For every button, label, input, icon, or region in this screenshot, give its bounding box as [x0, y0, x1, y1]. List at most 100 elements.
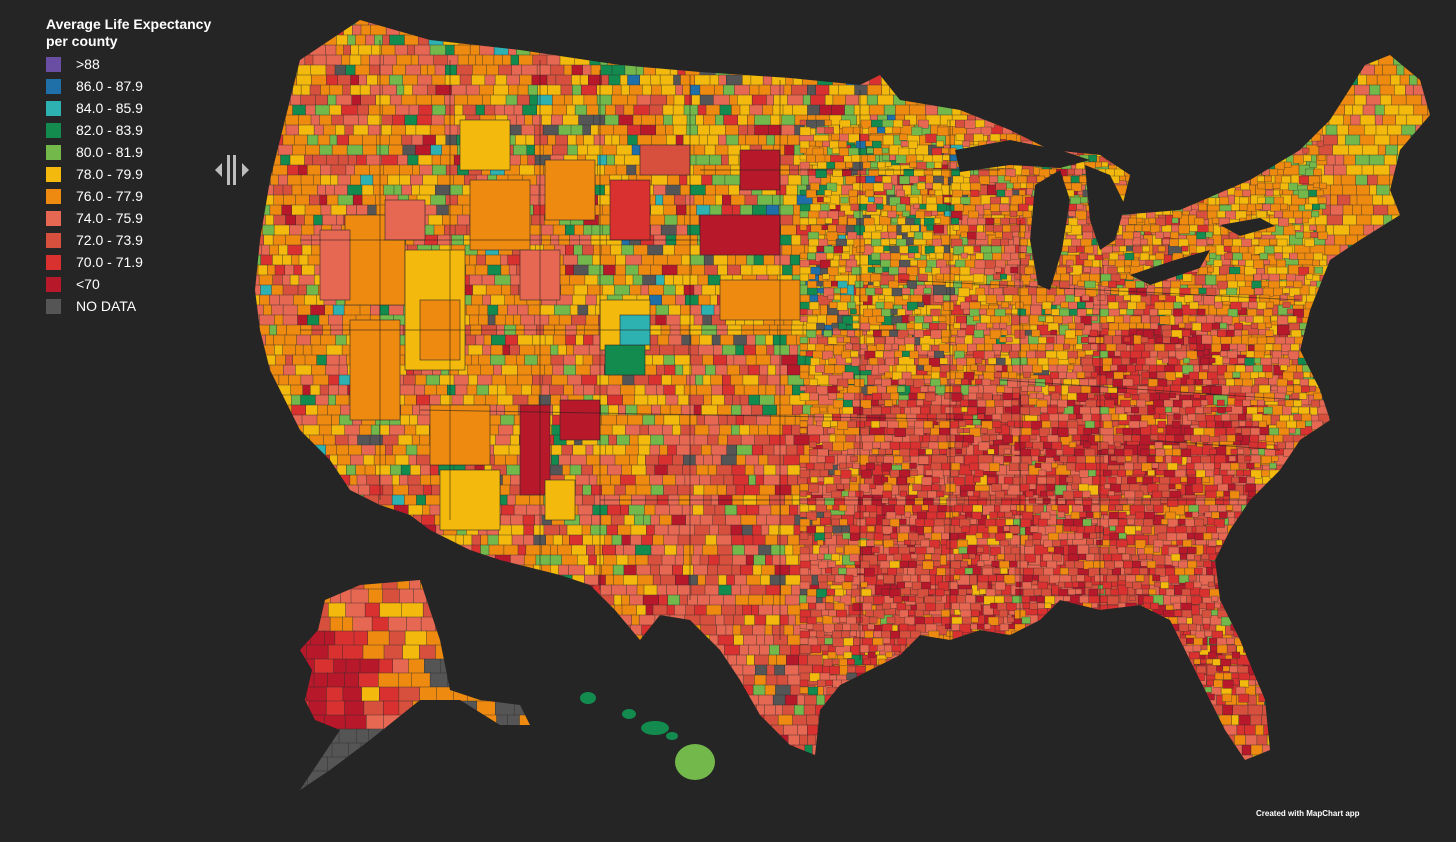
county-region [261, 494, 278, 506]
county-region [571, 74, 581, 86]
county-region [1346, 404, 1359, 416]
county-region [697, 274, 709, 286]
county-region [1424, 74, 1430, 86]
county-region [654, 464, 668, 476]
county-region [704, 34, 718, 46]
county-region [1132, 24, 1148, 36]
county-region [1352, 54, 1362, 66]
county-region [261, 384, 276, 396]
county-region [616, 144, 633, 156]
county-region [1373, 224, 1390, 236]
county-region [1429, 304, 1430, 316]
county-region [465, 84, 480, 96]
county-region [583, 134, 595, 146]
county-region [1026, 474, 1037, 486]
county-region [599, 54, 609, 66]
county-region [1357, 404, 1370, 416]
county-region [1112, 334, 1123, 346]
county-region [1432, 195, 1448, 205]
county-region [532, 374, 543, 386]
county-region [716, 484, 727, 496]
county-region [435, 184, 451, 196]
county-region [1333, 164, 1347, 176]
county-region [1426, 384, 1430, 396]
county-region [1433, 355, 1446, 365]
county-region [350, 44, 360, 56]
county-region [1320, 384, 1331, 396]
county-region [663, 114, 674, 126]
county-region [1383, 314, 1401, 326]
county-region [1273, 84, 1283, 96]
county-region [625, 254, 642, 266]
county-region [1162, 74, 1179, 86]
county-region [679, 434, 695, 446]
county-region [1309, 84, 1322, 96]
county-region [483, 334, 492, 346]
county-region [1406, 244, 1415, 256]
county-region [1413, 354, 1424, 366]
county-region [331, 144, 348, 156]
county-region [381, 44, 396, 56]
county-region [926, 34, 936, 46]
county-region [1191, 164, 1201, 176]
county-region [274, 444, 288, 456]
county-region [1432, 265, 1443, 275]
county-region [1331, 104, 1346, 116]
county-region [707, 464, 718, 476]
county-region [679, 314, 695, 326]
county-region [683, 284, 695, 296]
county-region [306, 284, 319, 296]
county-region [1267, 64, 1278, 76]
county-region [542, 124, 559, 136]
county-region [848, 64, 866, 76]
county-region [274, 424, 289, 436]
county-region [637, 434, 651, 446]
county-region [640, 284, 650, 296]
county-region [419, 164, 433, 176]
county-region [265, 414, 274, 426]
county-region [256, 474, 271, 486]
county-region [1307, 474, 1322, 486]
county-region [1398, 104, 1415, 116]
county-region [485, 254, 502, 266]
county-region [557, 24, 570, 36]
county-region [940, 234, 951, 246]
county-region [1317, 94, 1329, 106]
county-region [334, 184, 349, 196]
county-region [1384, 464, 1398, 476]
county-region [1109, 44, 1126, 56]
county-region [433, 54, 448, 66]
county-region [520, 314, 536, 326]
county-region [731, 34, 742, 46]
county-region [1388, 224, 1406, 236]
county-region [1284, 74, 1293, 86]
county-region [512, 394, 529, 406]
county-region [562, 114, 579, 126]
county-region [597, 154, 608, 166]
county-region [513, 104, 523, 116]
county-region [565, 224, 575, 236]
county-region [1353, 34, 1367, 46]
county-region [981, 64, 994, 76]
county-region [346, 464, 357, 476]
county-region [726, 484, 737, 496]
county-region [727, 144, 742, 156]
county-region [1251, 20, 1268, 26]
county-region [281, 204, 293, 216]
county-region [1372, 324, 1382, 336]
county-region [845, 44, 855, 56]
county-region [1189, 24, 1205, 36]
county-region [291, 254, 300, 266]
county-region [1365, 374, 1377, 386]
county-region [336, 444, 349, 456]
county-region [381, 124, 393, 136]
county-region [307, 254, 322, 266]
county-region [301, 444, 314, 456]
county-region [255, 314, 261, 326]
county-region [1394, 444, 1403, 456]
county-region [1193, 94, 1206, 106]
county-region [1209, 174, 1226, 186]
county-region [786, 34, 801, 46]
county-region [504, 354, 518, 366]
county-region [472, 284, 487, 296]
